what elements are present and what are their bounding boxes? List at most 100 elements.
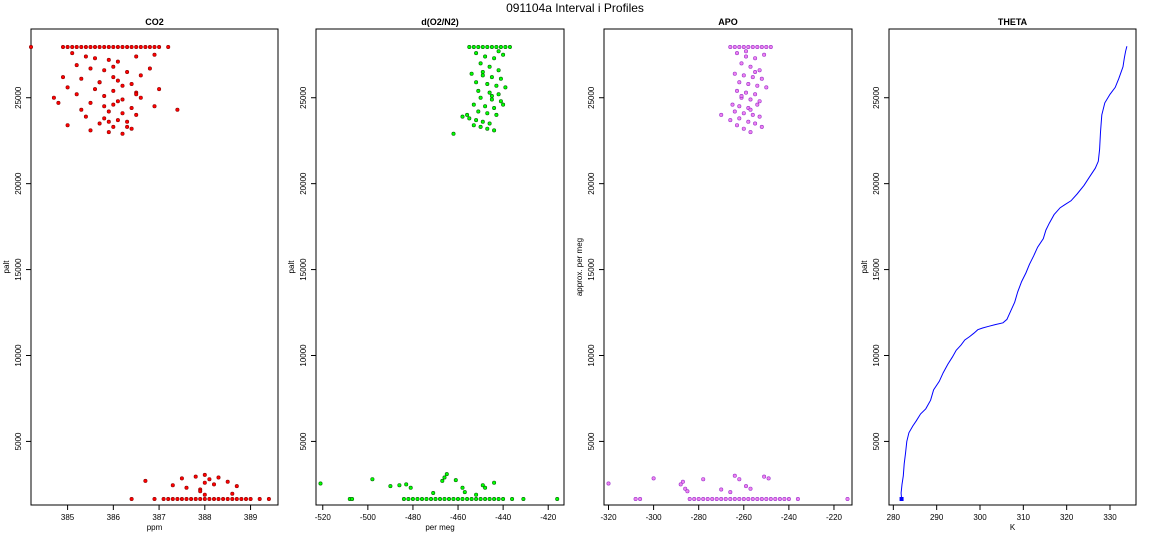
data-point xyxy=(202,480,207,485)
data-point xyxy=(786,496,791,501)
data-point xyxy=(161,496,166,501)
data-point xyxy=(759,124,764,129)
data-point xyxy=(248,496,253,501)
x-tick-label: -480 xyxy=(405,513,422,522)
data-point xyxy=(74,92,79,97)
data-point xyxy=(748,97,753,102)
data-point xyxy=(442,496,447,501)
data-point xyxy=(93,44,98,49)
data-point xyxy=(134,44,139,49)
data-point xyxy=(152,44,157,49)
data-point xyxy=(225,496,230,501)
plot-frame xyxy=(315,28,565,506)
data-point xyxy=(606,481,611,486)
y-tick-label: 10000 xyxy=(587,344,596,367)
data-point xyxy=(483,485,488,490)
data-point xyxy=(748,107,753,112)
data-point xyxy=(692,496,697,501)
data-point xyxy=(460,485,465,490)
data-point xyxy=(492,56,497,61)
data-point xyxy=(485,126,490,131)
data-point xyxy=(492,480,497,485)
data-point xyxy=(60,75,65,80)
data-point xyxy=(496,92,501,97)
data-point xyxy=(147,44,152,49)
data-point xyxy=(696,496,701,501)
data-point xyxy=(687,496,692,501)
data-point xyxy=(408,485,413,490)
data-point xyxy=(152,52,157,57)
data-point xyxy=(701,477,706,482)
x-tick-label: 290 xyxy=(930,513,944,522)
data-point xyxy=(478,124,483,129)
data-point xyxy=(129,126,134,131)
data-point xyxy=(244,496,249,501)
data-point xyxy=(179,496,184,501)
data-point xyxy=(138,73,143,78)
data-point xyxy=(705,496,710,501)
data-point xyxy=(28,44,33,49)
panel-title: d(O2/N2) xyxy=(421,17,459,27)
data-point xyxy=(102,44,107,49)
panel-3: THETA 280 290 300 310 320 330 5000 10000 15000 200… xyxy=(860,17,1137,532)
y-tick-label: 10000 xyxy=(299,344,308,367)
data-point xyxy=(734,51,739,56)
data-point xyxy=(202,492,207,497)
data-point xyxy=(487,121,492,126)
data-point xyxy=(764,496,769,501)
data-point xyxy=(207,496,212,501)
data-point xyxy=(120,44,125,49)
data-point xyxy=(498,99,503,104)
y-tick-label: 20000 xyxy=(14,172,23,195)
data-point xyxy=(115,99,120,104)
data-point xyxy=(143,44,148,49)
data-point xyxy=(455,496,460,501)
data-point xyxy=(239,496,244,501)
y-tick-label: 20000 xyxy=(872,172,881,195)
data-point xyxy=(555,496,560,501)
data-point xyxy=(460,114,465,119)
data-point xyxy=(397,483,402,488)
data-point xyxy=(753,121,758,126)
data-point xyxy=(766,476,771,481)
data-point xyxy=(478,496,483,501)
y-tick-label: 5000 xyxy=(587,432,596,450)
data-point xyxy=(147,66,152,71)
data-point xyxy=(266,496,271,501)
data-point xyxy=(719,112,724,117)
data-point xyxy=(478,95,483,100)
data-point xyxy=(498,44,503,49)
data-point xyxy=(134,112,139,117)
data-point xyxy=(460,496,465,501)
data-point xyxy=(496,49,501,54)
x-axis-label: ppm xyxy=(147,523,163,532)
data-point xyxy=(106,109,111,114)
data-point xyxy=(496,496,501,501)
x-tick-label: 320 xyxy=(1060,513,1074,522)
data-point xyxy=(757,99,762,104)
x-tick-label: -520 xyxy=(315,513,332,522)
data-point xyxy=(370,477,375,482)
x-tick-label: -460 xyxy=(450,513,467,522)
data-point xyxy=(115,44,120,49)
data-point xyxy=(471,102,476,107)
data-point xyxy=(737,477,742,482)
panel-title: THETA xyxy=(998,17,1028,27)
y-axis-label: palt xyxy=(2,260,11,274)
data-point xyxy=(189,496,194,501)
y-tick-label: 5000 xyxy=(299,432,308,450)
data-point xyxy=(221,496,226,501)
data-point xyxy=(88,66,93,71)
data-point xyxy=(184,485,189,490)
data-point xyxy=(453,478,458,483)
data-point xyxy=(489,44,494,49)
data-point xyxy=(70,44,75,49)
panels: CO2 385 386 387 388 389 5000 10000 15000 20000 250… xyxy=(2,17,1137,532)
data-point xyxy=(465,496,470,501)
data-point xyxy=(225,479,230,484)
data-point xyxy=(719,496,724,501)
data-point xyxy=(476,44,481,49)
data-point xyxy=(753,70,758,75)
data-point xyxy=(97,80,102,85)
